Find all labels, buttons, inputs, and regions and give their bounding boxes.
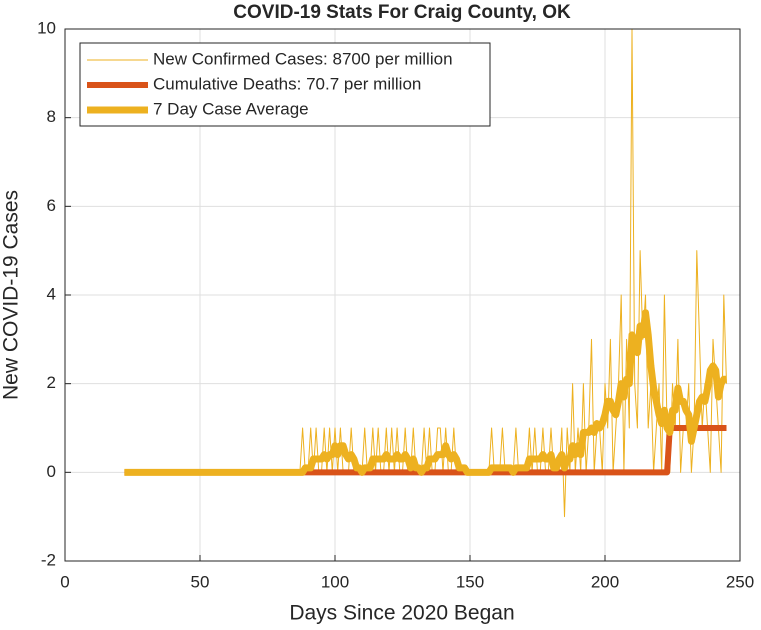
x-tick-label: 50 — [191, 572, 210, 591]
y-axis-label: New COVID-19 Cases — [0, 190, 23, 400]
x-tick-label: 200 — [591, 572, 619, 591]
y-tick-label: 0 — [47, 462, 56, 481]
legend-label: Cumulative Deaths: 70.7 per million — [153, 74, 421, 93]
legend-label: 7 Day Case Average — [153, 99, 309, 118]
y-tick-label: 4 — [47, 284, 56, 303]
x-tick-label: 250 — [726, 572, 754, 591]
legend: New Confirmed Cases: 8700 per million Cum… — [79, 42, 491, 127]
legend-box — [79, 42, 491, 127]
y-tick-label: -2 — [41, 550, 56, 569]
lines — [123, 28, 728, 518]
chart-title: COVID-19 Stats For Craig County, OK — [233, 2, 571, 23]
y-tick-label: 2 — [47, 373, 56, 392]
legend-label: New Confirmed Cases: 8700 per million — [153, 49, 453, 68]
y-tick-label: 10 — [37, 18, 56, 37]
x-tick-label: 0 — [60, 572, 69, 591]
x-axis-label: Days Since 2020 Began — [289, 602, 514, 625]
series-line — [123, 309, 728, 476]
x-tick-label: 150 — [456, 572, 484, 591]
x-tick-label: 100 — [321, 572, 349, 591]
y-tick-label: 6 — [47, 196, 56, 215]
y-tick-label: 8 — [47, 107, 56, 126]
